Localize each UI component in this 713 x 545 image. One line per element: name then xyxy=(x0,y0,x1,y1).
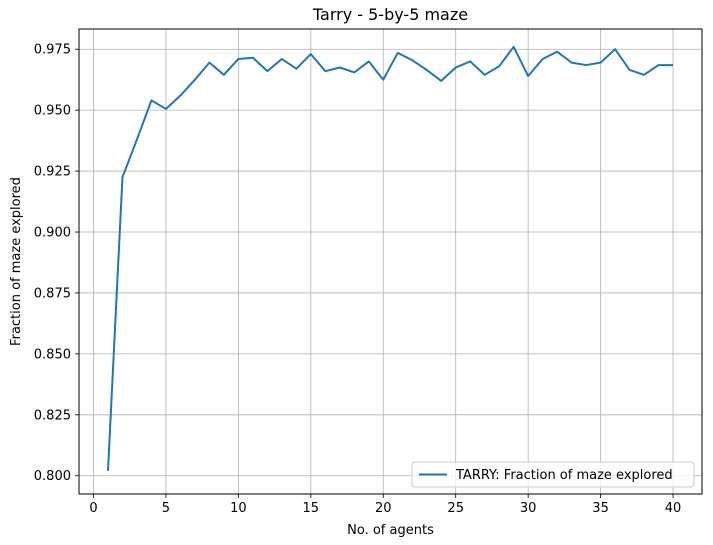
x-tick-label: 5 xyxy=(162,501,170,516)
legend-box xyxy=(411,461,695,488)
x-tick-label: 10 xyxy=(230,501,247,516)
series-line xyxy=(106,45,674,471)
x-tick-label: 15 xyxy=(303,501,320,516)
legend-entry-label: TARRY: Fraction of maze explored xyxy=(455,468,673,483)
x-tick-label: 35 xyxy=(592,501,609,516)
y-tick-label: 0.850 xyxy=(34,347,71,362)
y-tick-label: 0.800 xyxy=(34,469,71,484)
x-tick-label: 25 xyxy=(447,501,464,516)
x-tick-label: 20 xyxy=(375,501,392,516)
x-tick-label: 0 xyxy=(89,501,97,516)
x-axis-label: No. of agents xyxy=(347,523,434,538)
y-axis-label: Fraction of maze explored xyxy=(9,177,24,346)
y-tick-label: 0.900 xyxy=(34,226,71,241)
ticks: 0 5 10 15 20 25 30 35 40 0.800 0.825 0.850 0.875 0.90… xyxy=(34,43,682,516)
grid xyxy=(79,29,702,494)
y-tick-label: 0.825 xyxy=(34,408,71,423)
y-tick-label: 0.975 xyxy=(34,43,71,58)
plot-frame xyxy=(78,28,703,495)
chart-title: Tarry - 5-by-5 maze xyxy=(312,5,468,24)
y-tick-label: 0.875 xyxy=(34,286,71,301)
legend: TARRY: Fraction of maze explored xyxy=(411,461,695,488)
series-layer xyxy=(106,45,674,471)
y-tick-label: 0.950 xyxy=(34,104,71,119)
y-tick-label: 0.925 xyxy=(34,165,71,180)
x-tick-label: 30 xyxy=(520,501,537,516)
x-tick-label: 40 xyxy=(665,501,682,516)
